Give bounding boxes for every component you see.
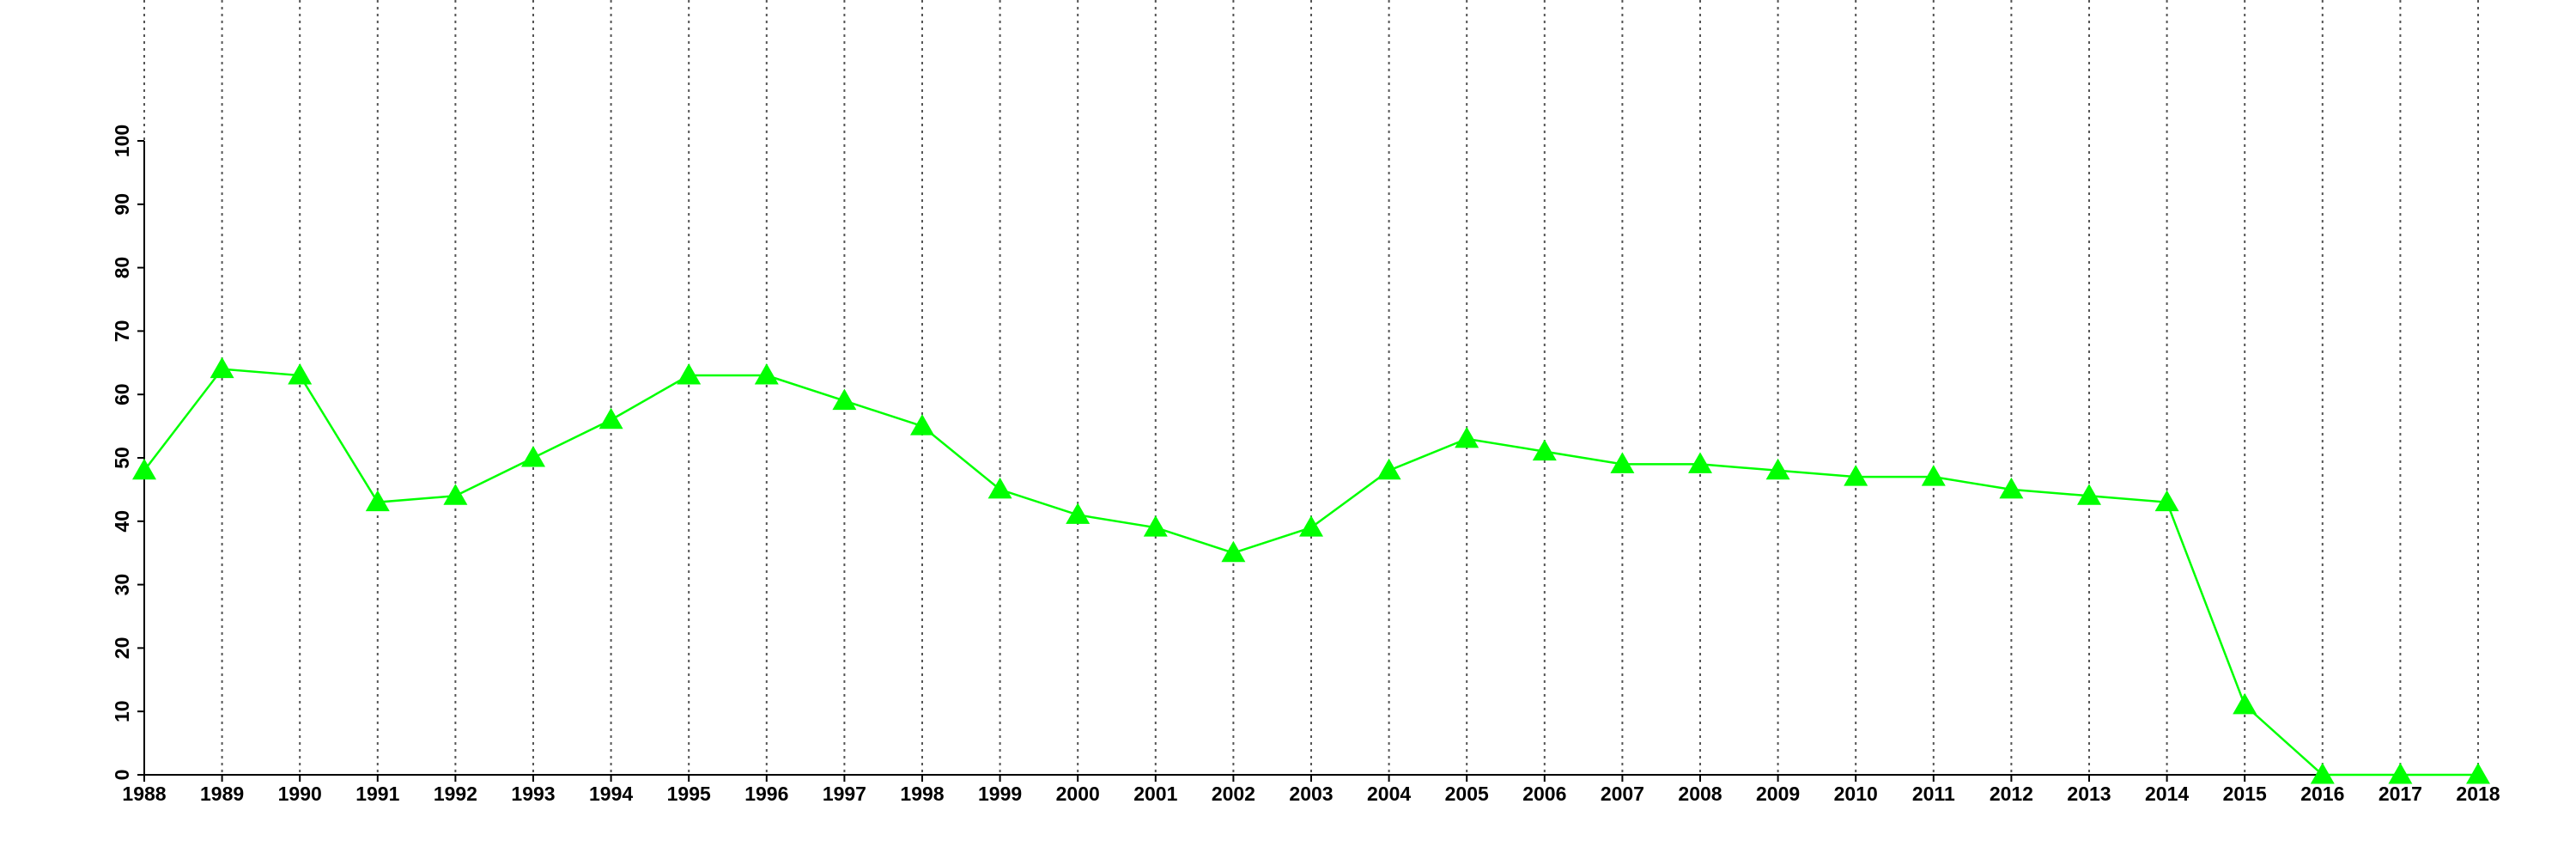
x-tick-label: 1990 [278, 783, 322, 805]
marker [132, 458, 156, 480]
marker [2388, 763, 2413, 784]
marker [2466, 763, 2490, 784]
x-tick-label: 2010 [1834, 783, 1878, 805]
y-tick-label: 90 [111, 193, 133, 216]
marker [365, 490, 390, 512]
y-tick-label: 40 [111, 510, 133, 533]
marker [1455, 426, 1479, 448]
x-tick-label: 1988 [122, 783, 166, 805]
x-tick-label: 2003 [1289, 783, 1333, 805]
x-tick-label: 1991 [355, 783, 399, 805]
x-tick-label: 1992 [434, 783, 477, 805]
y-tick-label: 80 [111, 257, 133, 279]
x-tick-label: 2002 [1212, 783, 1255, 805]
marker [2154, 490, 2179, 512]
x-tick-label: 2000 [1056, 783, 1100, 805]
marker [1066, 503, 1091, 524]
x-tick-label: 2006 [1522, 783, 1566, 805]
x-tick-label: 1993 [511, 783, 555, 805]
marker [1844, 465, 1868, 486]
marker [2310, 763, 2335, 784]
marker [288, 363, 313, 385]
marker [1143, 515, 1168, 537]
x-tick-label: 2008 [1678, 783, 1722, 805]
y-tick-label: 50 [111, 447, 133, 469]
x-tick-label: 2009 [1756, 783, 1800, 805]
x-tick-label: 1996 [744, 783, 788, 805]
x-tick-label: 1999 [978, 783, 1022, 805]
marker [443, 484, 468, 505]
x-tick-label: 1989 [200, 783, 244, 805]
x-tick-label: 2005 [1445, 783, 1489, 805]
x-tick-label: 2018 [2456, 783, 2500, 805]
marker [987, 477, 1012, 499]
y-tick-label: 100 [111, 125, 133, 157]
x-tick-label: 2001 [1133, 783, 1177, 805]
marker [1532, 439, 1557, 461]
marker [1610, 452, 1635, 473]
x-tick-label: 1995 [667, 783, 711, 805]
marker [1376, 458, 1401, 480]
marker [210, 356, 234, 379]
marker [677, 363, 702, 385]
marker [521, 446, 545, 467]
y-tick-label: 30 [111, 574, 133, 596]
x-tick-label: 2004 [1367, 783, 1411, 805]
marker [598, 407, 623, 430]
x-tick-label: 2016 [2300, 783, 2344, 805]
x-tick-label: 2017 [2379, 783, 2422, 805]
marker [1221, 540, 1246, 563]
marker [2077, 484, 2101, 505]
marker [832, 388, 857, 411]
x-tick-label: 2013 [2067, 783, 2111, 805]
marker [1299, 515, 1323, 537]
marker [910, 414, 934, 436]
x-tick-label: 2012 [1990, 783, 2033, 805]
x-tick-label: 1998 [900, 783, 944, 805]
marker [2233, 692, 2257, 715]
x-tick-label: 1994 [589, 783, 633, 805]
x-tick-label: 2011 [1912, 783, 1955, 805]
marker [1765, 458, 1790, 480]
marker [1688, 452, 1712, 473]
x-tick-label: 2007 [1601, 783, 1644, 805]
marker [1921, 465, 1946, 486]
x-tick-label: 2014 [2145, 783, 2189, 805]
y-tick-label: 20 [111, 637, 133, 660]
marker [754, 363, 779, 385]
y-tick-label: 60 [111, 383, 133, 405]
x-tick-label: 2015 [2223, 783, 2267, 805]
y-tick-label: 70 [111, 320, 133, 343]
y-tick-label: 0 [111, 770, 133, 781]
x-tick-label: 1997 [823, 783, 866, 805]
y-tick-label: 10 [111, 700, 133, 722]
marker [1999, 477, 2024, 499]
